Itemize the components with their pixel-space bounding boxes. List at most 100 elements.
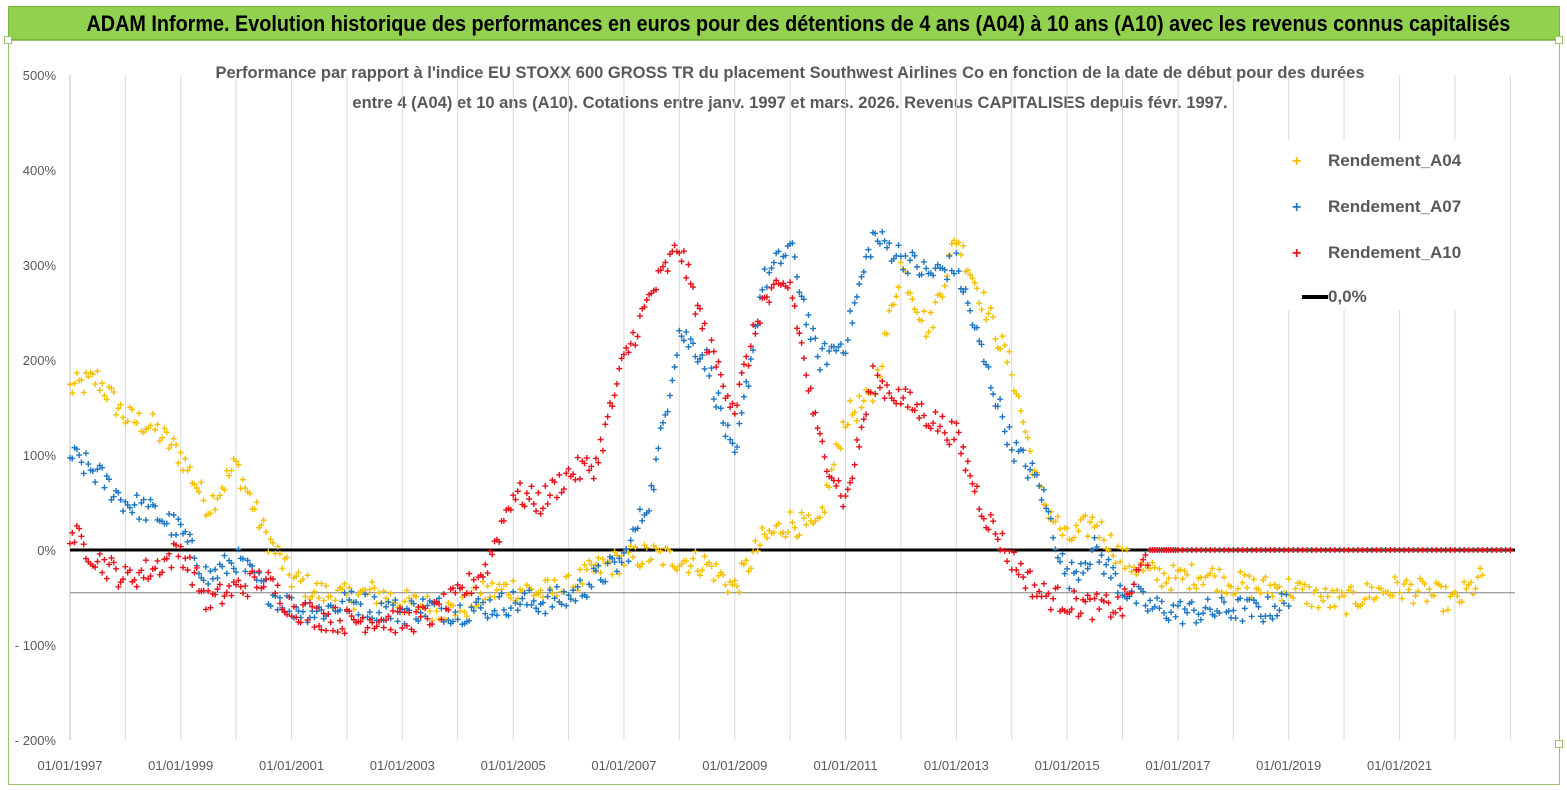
data-point <box>510 492 517 499</box>
data-point <box>71 539 78 546</box>
data-point <box>636 312 643 319</box>
data-point <box>334 629 341 636</box>
data-point <box>775 520 782 527</box>
data-point <box>784 529 791 536</box>
data-point <box>272 590 279 597</box>
data-point <box>113 565 120 572</box>
data-point <box>1232 590 1239 597</box>
data-point <box>653 286 660 293</box>
data-point <box>1112 560 1119 567</box>
data-point <box>403 587 410 594</box>
data-point <box>851 299 858 306</box>
data-point <box>835 477 842 484</box>
data-point <box>327 619 334 626</box>
data-point <box>507 605 514 612</box>
data-point <box>486 596 493 603</box>
data-point <box>394 618 401 625</box>
data-point <box>1248 613 1255 620</box>
data-point <box>323 627 330 634</box>
data-point <box>510 577 517 584</box>
data-point <box>73 446 80 453</box>
data-point <box>987 511 994 518</box>
data-point <box>99 569 106 576</box>
data-point <box>1017 407 1024 414</box>
resize-handle-bottom-right[interactable] <box>1555 740 1563 748</box>
data-point <box>1414 588 1421 595</box>
data-point <box>1463 585 1470 592</box>
legend-marker-a10: + <box>1280 243 1328 263</box>
data-point <box>876 240 883 247</box>
data-point <box>717 371 724 378</box>
data-point <box>1246 572 1253 579</box>
data-point <box>761 531 768 538</box>
data-point <box>1317 593 1324 600</box>
data-point <box>362 591 369 598</box>
data-point <box>1211 613 1218 620</box>
data-point <box>1022 585 1029 592</box>
data-point <box>413 593 420 600</box>
data-point <box>233 569 240 576</box>
data-point <box>1033 471 1040 478</box>
data-point <box>821 453 828 460</box>
data-point <box>390 608 397 615</box>
resize-handle-top-right[interactable] <box>1555 36 1563 44</box>
resize-handle-top-left[interactable] <box>4 36 12 44</box>
data-point <box>445 617 452 624</box>
data-point <box>422 605 429 612</box>
data-point <box>879 228 886 235</box>
data-point <box>542 610 549 617</box>
data-point <box>242 582 249 589</box>
data-point <box>766 299 773 306</box>
data-point <box>523 490 530 497</box>
data-point <box>823 361 830 368</box>
data-point <box>1075 576 1082 583</box>
data-point <box>752 537 759 544</box>
data-point <box>620 351 627 358</box>
data-point <box>687 336 694 343</box>
data-point <box>833 482 840 489</box>
data-point <box>530 597 537 604</box>
data-point <box>932 409 939 416</box>
data-point <box>1401 581 1408 588</box>
data-point <box>138 499 145 506</box>
data-point <box>133 492 140 499</box>
data-point <box>920 308 927 315</box>
data-point <box>316 594 323 601</box>
data-point <box>807 385 814 392</box>
data-point <box>683 274 690 281</box>
data-point <box>588 463 595 470</box>
data-point <box>611 392 618 399</box>
data-point <box>445 606 452 613</box>
data-point <box>454 616 461 623</box>
data-point <box>722 581 729 588</box>
data-point <box>1151 564 1158 571</box>
data-point <box>1054 513 1061 520</box>
data-point <box>1011 549 1018 556</box>
data-point <box>378 600 385 607</box>
data-point <box>163 520 170 527</box>
data-point <box>907 257 914 264</box>
data-point <box>1412 592 1419 599</box>
data-point <box>325 611 332 618</box>
data-point <box>1188 598 1195 605</box>
data-point <box>1105 599 1112 606</box>
data-point <box>630 329 637 336</box>
data-point <box>796 289 803 296</box>
data-point <box>586 467 593 474</box>
data-point <box>1054 584 1061 591</box>
data-point <box>482 561 489 568</box>
data-point <box>627 543 634 550</box>
data-point <box>228 592 235 599</box>
data-point <box>883 330 890 337</box>
data-point <box>1366 594 1373 601</box>
data-point <box>687 563 694 570</box>
data-point <box>436 595 443 602</box>
data-point <box>1179 620 1186 627</box>
data-point <box>154 557 161 564</box>
data-point <box>1093 590 1100 597</box>
data-point <box>251 506 258 513</box>
data-point <box>734 402 741 409</box>
data-point <box>1193 585 1200 592</box>
data-point <box>851 409 858 416</box>
data-point <box>1223 590 1230 597</box>
